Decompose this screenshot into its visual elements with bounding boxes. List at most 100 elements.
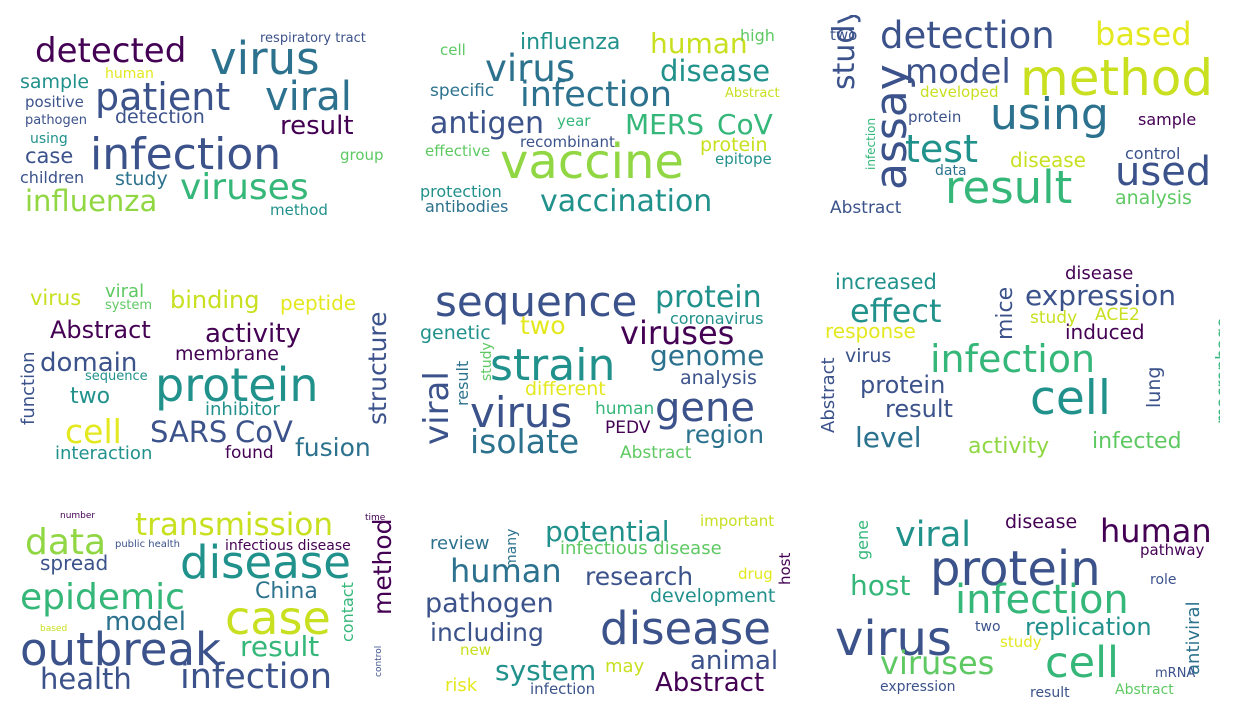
cloud-word: result: [1030, 685, 1070, 700]
cloud-word: potential: [545, 515, 670, 548]
cloud-word: detection: [880, 15, 1055, 57]
cloud-word: Abstract: [620, 443, 692, 463]
cloud-word: viral: [420, 371, 457, 445]
cloud-word: protein: [930, 541, 1101, 597]
cloud-word: virus: [470, 388, 573, 437]
cloud-word: two: [975, 619, 1001, 635]
cloud-word: year: [557, 112, 591, 130]
cloud-word: new: [460, 641, 492, 659]
cloud-word: pathogen: [425, 588, 554, 619]
cloud-word: host: [850, 569, 911, 602]
cloud-word: expression: [1025, 279, 1177, 312]
cloud-word: peptide: [280, 291, 357, 315]
cloud-word: protein: [655, 280, 762, 315]
cloud-word: virus: [835, 611, 952, 667]
cloud-word: viral: [265, 74, 352, 120]
cloud-word: may: [605, 656, 645, 677]
cloud-word: risk: [445, 675, 478, 696]
cloud-word: activity: [968, 434, 1050, 459]
cloud-word: method: [270, 201, 328, 219]
cloud-word: viral: [895, 515, 971, 555]
cloud-word: two: [70, 384, 111, 409]
cloud-word: group: [340, 146, 384, 164]
cloud-word: system: [495, 654, 597, 687]
cloud-word: human: [450, 552, 562, 590]
cloud-word: children: [20, 168, 85, 187]
cloud-word: activity: [205, 319, 301, 349]
cloud-word: influenza: [520, 30, 621, 55]
cloud-word: infection: [90, 129, 282, 180]
cloud-word: animal: [690, 646, 779, 676]
cloud-word: drug: [738, 565, 773, 583]
cloud-word: study: [115, 168, 168, 190]
cloud-word: different: [525, 378, 606, 400]
cloud-word: PEDV: [605, 418, 651, 438]
cloud-word: analysis: [680, 367, 757, 389]
cloud-word: CoV: [235, 415, 293, 449]
cloud-word: influenza: [25, 184, 158, 218]
cloud-word: China: [255, 579, 318, 604]
cloud-word: coronavirus: [670, 309, 764, 328]
cloud-word: epidemic: [20, 577, 185, 618]
cloud-word: Abstract: [655, 668, 765, 698]
cloud-word: important: [700, 512, 775, 530]
cloud-word: vaccination: [540, 184, 713, 219]
cloud-word: virus: [30, 286, 82, 310]
cloud-word: viruses: [880, 644, 995, 682]
word-cloud-5: sequence protein coronavirus two genetic viru…: [420, 275, 795, 470]
word-cloud-1: respiratory tract detected virus sample huma…: [20, 25, 395, 225]
cloud-word: disease: [180, 536, 351, 589]
cloud-word: result: [240, 630, 320, 663]
cloud-word: antigen: [430, 106, 545, 141]
word-cloud-6: disease increased expression effect mice stud…: [820, 260, 1220, 470]
cloud-word: expression: [880, 679, 956, 695]
cloud-word: result: [885, 395, 953, 423]
cloud-word: virus: [845, 345, 892, 367]
cloud-word: infectious disease: [560, 538, 722, 559]
word-cloud-8: important review many potential infectious d…: [420, 505, 795, 700]
cloud-word: infectious disease: [225, 538, 351, 554]
cloud-word: role: [1150, 572, 1177, 588]
cloud-word: system: [105, 298, 152, 313]
cloud-word: MERS: [625, 108, 705, 141]
cloud-word: Abstract: [830, 198, 902, 218]
cloud-word: replication: [1025, 613, 1152, 641]
cloud-word: sample: [1138, 110, 1197, 129]
cloud-word: protein: [155, 358, 319, 412]
cloud-word: infection: [520, 75, 673, 115]
cloud-word: cell: [440, 41, 466, 59]
cloud-word: disease: [1065, 263, 1134, 284]
cloud-word: test: [905, 127, 978, 171]
cloud-word: positive: [25, 93, 84, 111]
cloud-word: infected: [1092, 429, 1182, 454]
cloud-word: disease: [600, 602, 771, 655]
cloud-word: human: [595, 399, 655, 419]
cloud-word: mRNA: [1155, 666, 1196, 681]
cloud-word: using: [990, 89, 1109, 140]
cloud-word: effective: [425, 142, 491, 160]
cloud-word: increased: [835, 270, 937, 294]
cloud-word: inhibitor: [205, 399, 280, 420]
word-cloud-3: two detection based study assay model method de…: [820, 15, 1220, 225]
cloud-word: isolate: [470, 422, 580, 461]
word-cloud-4: virus viral system binding peptide structure A…: [20, 280, 395, 470]
cloud-word: human: [105, 66, 154, 82]
cloud-word: infection: [864, 117, 878, 170]
cloud-word: review: [430, 533, 490, 554]
cloud-word: spread: [40, 551, 109, 575]
cloud-word: antiviral: [1183, 601, 1204, 675]
cloud-word: region: [685, 420, 765, 449]
cloud-word: disease: [1005, 511, 1078, 533]
cloud-word: study: [827, 15, 862, 90]
cloud-word: strain: [490, 340, 616, 391]
cloud-word: sample: [20, 71, 90, 93]
cloud-word: protection: [420, 182, 502, 201]
cloud-word: cell: [1030, 371, 1111, 426]
cloud-word: Abstract: [1115, 682, 1174, 698]
cloud-word: antibodies: [425, 197, 509, 216]
cloud-word: human: [650, 27, 748, 60]
cloud-word: data: [25, 522, 107, 563]
cloud-word: infection: [530, 680, 596, 698]
cloud-word: protein: [908, 108, 962, 126]
cloud-word: viruses: [620, 314, 735, 352]
